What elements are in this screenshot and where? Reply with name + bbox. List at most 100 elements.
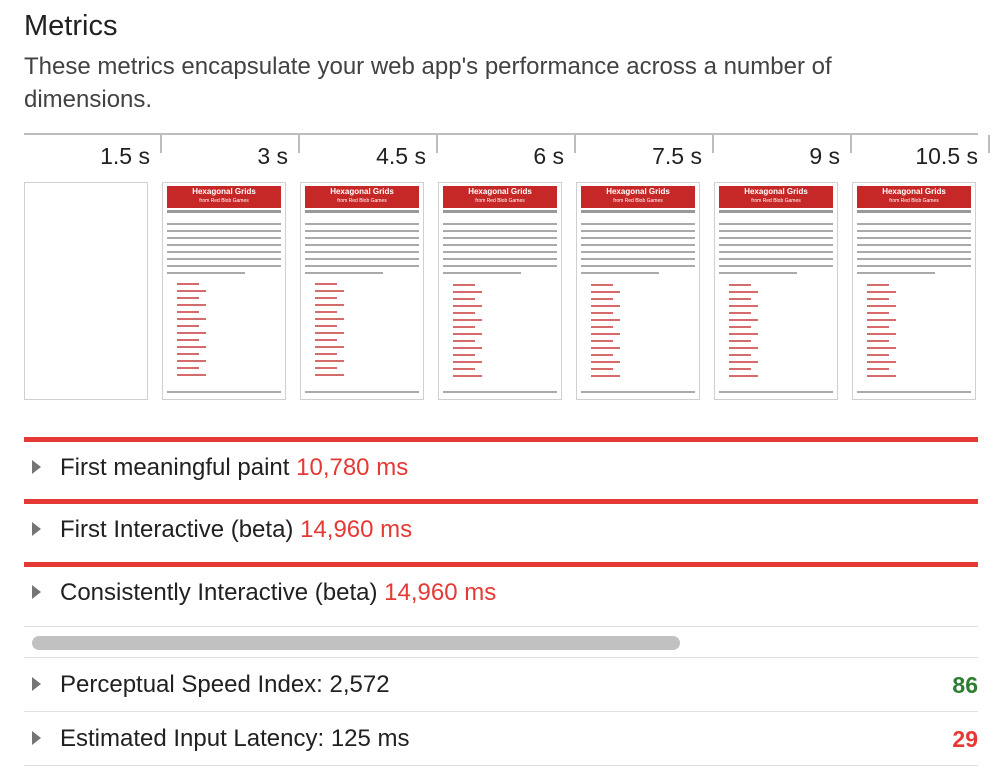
frame-byline (581, 210, 695, 213)
frame-list-item (177, 353, 199, 355)
frame-page-header: Hexagonal Grids from Red Blob Games (857, 186, 971, 208)
frame-page-title: Hexagonal Grids (744, 187, 808, 196)
frame-text-line (581, 258, 695, 260)
frame-text-line (719, 258, 833, 260)
tick-label: 9 s (809, 143, 840, 169)
frame-list-item (729, 305, 758, 307)
frame-list-item (453, 326, 475, 328)
metric-first-interactive[interactable]: First Interactive (beta) 14,960 ms (24, 499, 978, 562)
frame-text-line (305, 265, 419, 267)
audit-perceptual-speed-index[interactable]: Perceptual Speed Index: 2,572 86 (24, 657, 978, 712)
frame-list-item (729, 312, 751, 314)
frame-text-line (857, 265, 971, 267)
expand-arrow-icon[interactable] (32, 585, 41, 599)
frame-page-subtitle: from Red Blob Games (613, 198, 663, 204)
frame-list-item (729, 354, 751, 356)
frame-list-item (867, 298, 889, 300)
tick-mark (298, 135, 300, 153)
frame-footer-line (857, 391, 971, 393)
frame-list-item (729, 361, 758, 363)
frame-list-item (177, 332, 206, 334)
frame-text-line (443, 223, 557, 225)
frame-page-header: Hexagonal Grids from Red Blob Games (305, 186, 419, 208)
frame-list-item (315, 332, 344, 334)
expand-arrow-icon[interactable] (32, 677, 41, 691)
tick-label: 1.5 s (100, 143, 150, 169)
frame-list-item (591, 347, 620, 349)
frame-text-line (581, 230, 695, 232)
frame-byline (719, 210, 833, 213)
frame-list-item (315, 367, 337, 369)
frame-list-item (177, 360, 206, 362)
filmstrip-frame: Hexagonal Grids from Red Blob Games (438, 182, 562, 400)
timeline-tick: 9 s (714, 135, 852, 171)
frame-list-item (177, 290, 206, 292)
frame-list-item (867, 333, 896, 335)
frame-text-line (305, 237, 419, 239)
frame-list-item (453, 305, 482, 307)
frame-list-item (729, 340, 751, 342)
frame-footer-line (443, 391, 557, 393)
expand-arrow-icon[interactable] (32, 460, 41, 474)
frame-text-line (305, 258, 419, 260)
frame-list-item (315, 353, 337, 355)
tick-mark (850, 135, 852, 153)
tick-label: 10.5 s (915, 143, 978, 169)
frame-list-item (591, 333, 620, 335)
frame-list-item (177, 297, 199, 299)
frame-text-line (443, 244, 557, 246)
frame-page-title: Hexagonal Grids (606, 187, 670, 196)
frame-list-item (177, 374, 206, 376)
frame-list-item (729, 298, 751, 300)
filmstrip-frames: Hexagonal Grids from Red Blob Games Hexago… (24, 182, 978, 402)
metric-first-meaningful-paint[interactable]: First meaningful paint 10,780 ms (24, 437, 978, 500)
metric-label: First meaningful paint (60, 454, 290, 481)
frame-list-item (177, 304, 206, 306)
horizontal-scrollbar[interactable] (24, 626, 978, 658)
frame-text-line (857, 251, 971, 253)
expand-arrow-icon[interactable] (32, 731, 41, 745)
frame-list-item (591, 375, 620, 377)
frame-text-line (167, 272, 245, 274)
frame-list-item (177, 367, 199, 369)
frame-list-item (867, 284, 889, 286)
frame-list-item (867, 361, 896, 363)
frame-text-line (167, 223, 281, 225)
frame-list-item (177, 318, 206, 320)
scrollbar-thumb[interactable] (32, 636, 680, 650)
timeline-tick: 10.5 s (852, 135, 990, 171)
metric-label: First Interactive (beta) (60, 516, 294, 543)
frame-footer-line (581, 391, 695, 393)
frame-list-item (591, 284, 613, 286)
frame-page-subtitle: from Red Blob Games (199, 198, 249, 204)
frame-list-item (315, 339, 337, 341)
frame-list-item (177, 346, 206, 348)
frame-list-item (867, 375, 896, 377)
metric-consistently-interactive[interactable]: Consistently Interactive (beta) 14,960 m… (24, 562, 978, 625)
frame-list-item (453, 361, 482, 363)
frame-list-item (453, 340, 475, 342)
frame-text-line (719, 265, 833, 267)
frame-page-title: Hexagonal Grids (330, 187, 394, 196)
frame-list-item (729, 347, 758, 349)
frame-text-line (305, 223, 419, 225)
frame-list-item (591, 305, 620, 307)
audit-label: Perceptual Speed Index: 2,572 (60, 671, 390, 698)
audit-estimated-input-latency[interactable]: Estimated Input Latency: 125 ms 29 (24, 711, 978, 766)
frame-list-item (591, 312, 613, 314)
frame-text-line (581, 251, 695, 253)
frame-list-item (453, 368, 475, 370)
expand-arrow-icon[interactable] (32, 522, 41, 536)
frame-text-line (443, 265, 557, 267)
frame-text-line (719, 230, 833, 232)
filmstrip-frame-blank (24, 182, 148, 400)
metric-value: 10,780 ms (296, 454, 409, 481)
frame-list-item (867, 347, 896, 349)
frame-list-item (453, 375, 482, 377)
frame-page-header: Hexagonal Grids from Red Blob Games (167, 186, 281, 208)
frame-text-line (719, 251, 833, 253)
frame-list-item (177, 339, 199, 341)
frame-list-item (729, 333, 758, 335)
frame-footer-line (167, 391, 281, 393)
frame-text-line (443, 251, 557, 253)
